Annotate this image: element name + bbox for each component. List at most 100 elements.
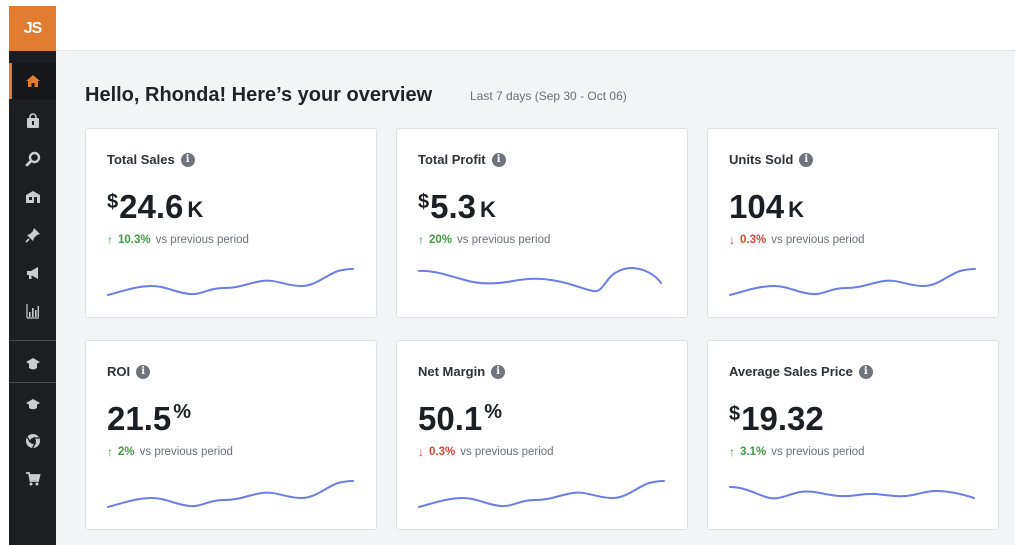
change-indicator: ↑ 20% vs previous period bbox=[418, 233, 550, 247]
sidebar-divider bbox=[9, 340, 56, 341]
megaphone-icon bbox=[26, 267, 38, 279]
arrow-up-icon: ↑ bbox=[107, 445, 113, 459]
shopping-bag-icon bbox=[26, 113, 39, 128]
value-suffix: K bbox=[187, 197, 204, 222]
change-indicator: ↓ 0.3% vs previous period bbox=[729, 233, 865, 247]
sidebar-item-cart[interactable] bbox=[9, 461, 56, 497]
info-icon[interactable]: i bbox=[491, 152, 506, 167]
metric-card-total-profit: Total Profit i $5.3 K ↑ 20% vs previous peri… bbox=[396, 128, 688, 318]
value-prefix: $ bbox=[107, 191, 119, 213]
metric-value: 21.5% bbox=[107, 399, 191, 439]
change-note: vs previous period bbox=[460, 446, 554, 458]
arrow-up-icon: ↑ bbox=[418, 233, 424, 247]
info-icon[interactable]: i bbox=[136, 364, 151, 379]
sparkline bbox=[107, 480, 354, 508]
card-title-text: Total Sales bbox=[107, 152, 175, 167]
change-indicator: ↑ 2% vs previous period bbox=[107, 445, 233, 459]
value-number: 5.3 bbox=[430, 188, 476, 225]
metric-value: 50.1% bbox=[418, 399, 502, 439]
home-icon bbox=[25, 75, 40, 87]
sidebar-divider bbox=[9, 382, 56, 383]
app-logo[interactable]: JS bbox=[9, 6, 56, 51]
pin-icon bbox=[24, 228, 40, 243]
value-suffix: K bbox=[788, 197, 804, 222]
sparkline bbox=[729, 486, 975, 500]
arrow-down-icon: ↓ bbox=[418, 445, 424, 459]
sidebar: JS bbox=[9, 6, 56, 545]
value-number: 50.1 bbox=[418, 400, 483, 437]
metric-card-average-sales-price: Average Sales Price i $19.32 ↑ 3.1% vs prev… bbox=[707, 340, 999, 530]
change-indicator: ↓ 0.3% vs previous period bbox=[418, 445, 554, 459]
change-note: vs previous period bbox=[771, 234, 865, 246]
sidebar-item-academy[interactable] bbox=[9, 386, 56, 422]
sparkline bbox=[418, 267, 662, 293]
change-delta: 20% bbox=[429, 234, 453, 246]
metric-value: $24.6 K bbox=[107, 187, 203, 227]
change-delta: 0.3% bbox=[740, 234, 767, 246]
change-delta: 0.3% bbox=[429, 446, 456, 458]
sidebar-item-courses[interactable] bbox=[9, 346, 56, 382]
info-icon[interactable]: i bbox=[858, 364, 873, 379]
arrow-up-icon: ↑ bbox=[729, 445, 735, 459]
value-prefix: $ bbox=[418, 191, 430, 213]
sidebar-item-analytics[interactable] bbox=[9, 293, 56, 329]
card-title-text: Net Margin bbox=[418, 364, 486, 379]
metric-card-net-margin: Net Margin i 50.1% ↓ 0.3% vs previous perio… bbox=[396, 340, 688, 530]
cart-icon bbox=[25, 472, 41, 486]
search-icon bbox=[25, 151, 40, 167]
sidebar-item-inventory[interactable] bbox=[9, 179, 56, 215]
app-window: JS bbox=[9, 6, 1015, 545]
metric-value: $19.32 bbox=[729, 399, 824, 439]
change-delta: 3.1% bbox=[740, 446, 767, 458]
card-title: ROI i bbox=[107, 364, 151, 379]
card-title-text: Units Sold bbox=[729, 152, 794, 167]
metric-value: 104 K bbox=[729, 187, 804, 227]
value-number: 19.32 bbox=[741, 400, 824, 437]
date-range[interactable]: Last 7 days (Sep 30 - Oct 06) bbox=[470, 89, 627, 103]
metric-card-roi: ROI i 21.5% ↑ 2% vs previous period bbox=[85, 340, 377, 530]
info-icon[interactable]: i bbox=[491, 364, 506, 379]
change-note: vs previous period bbox=[771, 446, 865, 458]
sidebar-item-home[interactable] bbox=[9, 63, 56, 99]
sparkline bbox=[107, 268, 354, 296]
change-indicator: ↑ 3.1% vs previous period bbox=[729, 445, 865, 459]
value-suffix: % bbox=[484, 401, 503, 423]
sidebar-item-extension[interactable] bbox=[9, 423, 56, 459]
sparkline bbox=[418, 480, 665, 508]
change-note: vs previous period bbox=[139, 446, 233, 458]
metric-card-total-sales: Total Sales i $24.6 K ↑ 10.3% vs previous pe… bbox=[85, 128, 377, 318]
academy-icon bbox=[25, 399, 40, 410]
card-title-text: ROI bbox=[107, 364, 131, 379]
change-note: vs previous period bbox=[155, 234, 249, 246]
value-number: 24.6 bbox=[119, 188, 184, 225]
info-icon[interactable]: i bbox=[799, 152, 814, 167]
card-title-text: Total Profit bbox=[418, 152, 486, 167]
top-bar bbox=[56, 6, 1015, 51]
sidebar-item-tools[interactable] bbox=[9, 217, 56, 253]
arrow-down-icon: ↓ bbox=[729, 233, 735, 247]
value-suffix: K bbox=[480, 197, 496, 222]
card-title: Total Profit i bbox=[418, 152, 506, 167]
sparkline bbox=[729, 268, 976, 296]
graduation-cap-icon bbox=[25, 358, 40, 370]
card-title: Total Sales i bbox=[107, 152, 195, 167]
card-title: Units Sold i bbox=[729, 152, 814, 167]
chrome-icon bbox=[25, 434, 40, 449]
value-suffix: % bbox=[173, 401, 192, 423]
sidebar-item-products[interactable] bbox=[9, 103, 56, 139]
metric-value: $5.3 K bbox=[418, 187, 496, 227]
sidebar-item-marketing[interactable] bbox=[9, 255, 56, 291]
metric-card-units-sold: Units Sold i 104 K ↓ 0.3% vs previous period bbox=[707, 128, 999, 318]
change-delta: 2% bbox=[118, 446, 135, 458]
bar-chart-icon bbox=[25, 304, 39, 319]
card-title: Net Margin i bbox=[418, 364, 506, 379]
value-prefix: $ bbox=[729, 403, 741, 425]
sidebar-item-search[interactable] bbox=[9, 141, 56, 177]
change-indicator: ↑ 10.3% vs previous period bbox=[107, 233, 249, 247]
info-icon[interactable]: i bbox=[180, 152, 195, 167]
change-note: vs previous period bbox=[457, 234, 551, 246]
value-number: 21.5 bbox=[107, 400, 172, 437]
value-number: 104 bbox=[729, 188, 785, 225]
change-delta: 10.3% bbox=[118, 234, 151, 246]
warehouse-icon bbox=[25, 191, 40, 203]
